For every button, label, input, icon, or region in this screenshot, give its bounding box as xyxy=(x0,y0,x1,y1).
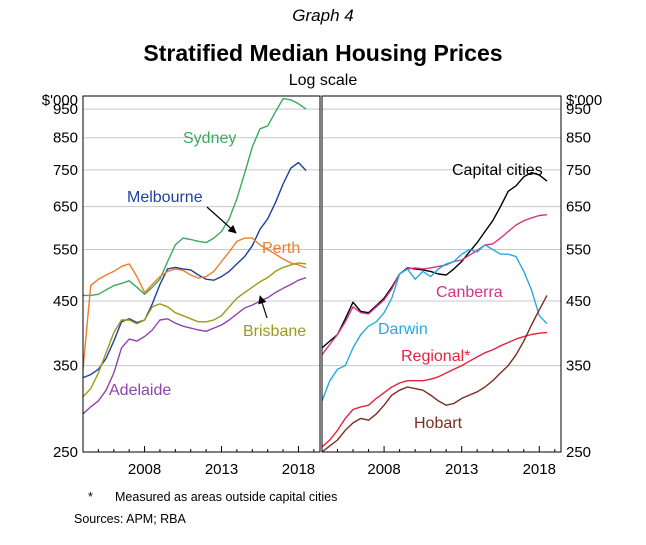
series-label-regional: Regional* xyxy=(401,348,470,365)
series-line-melbourne xyxy=(82,161,307,379)
y-tick-label-left-850: 850 xyxy=(53,130,78,147)
sources-note: Sources: APM; RBA xyxy=(74,512,186,526)
y-tick-label-left-950: 950 xyxy=(53,101,78,118)
y-tick-label-left-750: 750 xyxy=(53,162,78,179)
chart-panel-right: 2008 2013 2018 250 350 450 550 650 750 850 950$'00… xyxy=(321,92,602,478)
series-label-canberra: Canberra xyxy=(436,284,503,301)
y-tick-label-left-350: 350 xyxy=(53,358,78,375)
y-tick-label-left-650: 650 xyxy=(53,199,78,216)
series-line-capital-cities xyxy=(321,171,548,349)
chart-title: Stratified Median Housing Prices xyxy=(143,40,503,66)
y-tick-label-right-950: 950 xyxy=(566,101,591,118)
x-tick-label-right-2013: 2013 xyxy=(445,461,478,478)
y-tick-label-left-550: 550 xyxy=(53,242,78,259)
y-tick-label-right-350: 350 xyxy=(566,358,591,375)
chart-canvas: 2008 2013 2018250350450550650750850950$'00… xyxy=(42,92,602,478)
y-tick-label-left-450: 450 xyxy=(53,293,78,310)
x-tick-label-left-2013: 2013 xyxy=(205,461,238,478)
series-label-sydney: Sydney xyxy=(183,130,236,147)
series-line-adelaide xyxy=(82,276,307,415)
chart-panel-left: 2008 2013 2018 250 350 450 550 650 750 850 950$'00… xyxy=(42,92,321,478)
panel-frame-right xyxy=(321,95,562,453)
series-line-perth xyxy=(82,237,307,370)
series-line-regional xyxy=(321,331,548,448)
series-label-perth: Perth xyxy=(262,240,300,257)
y-tick-label-right-450: 450 xyxy=(566,293,591,310)
series-label-adelaide: Adelaide xyxy=(109,382,171,399)
series-line-canberra xyxy=(321,214,548,356)
chart-subtitle: Log scale xyxy=(288,72,358,89)
y-unit-label-left: $'000 xyxy=(42,92,78,109)
footnote-text: Measured as areas outside capital cities xyxy=(115,490,338,504)
y-tick-label-left-250: 250 xyxy=(53,444,78,461)
y-tick-label-right-550: 550 xyxy=(566,242,591,259)
series-label-darwin: Darwin xyxy=(378,321,428,338)
y-tick-label-right-750: 750 xyxy=(566,162,591,179)
x-tick-label-left-2008: 2008 xyxy=(128,461,161,478)
graph-number-label: Graph 4 xyxy=(292,6,354,25)
series-label-capital-cities: Capital cities xyxy=(452,162,543,179)
y-tick-label-right-250: 250 xyxy=(566,444,591,461)
series-line-brisbane xyxy=(82,262,307,398)
x-tick-label-right-2018: 2018 xyxy=(523,461,556,478)
series-label-brisbane: Brisbane xyxy=(243,323,306,340)
x-tick-label-left-2018: 2018 xyxy=(282,461,315,478)
y-tick-label-right-850: 850 xyxy=(566,130,591,147)
y-tick-label-right-650: 650 xyxy=(566,199,591,216)
melbourne-pointer-arrow xyxy=(206,206,237,234)
brisbane-pointer-arrow xyxy=(258,295,268,319)
panel-frame-left xyxy=(82,95,321,453)
series-line-darwin xyxy=(321,244,548,402)
series-label-melbourne: Melbourne xyxy=(127,189,203,206)
series-line-hobart xyxy=(321,295,548,453)
x-tick-label-right-2008: 2008 xyxy=(367,461,400,478)
y-unit-label-right: $'000 xyxy=(566,92,602,109)
footnote-mark: * xyxy=(88,490,93,504)
series-line-sydney xyxy=(83,97,307,297)
series-label-hobart: Hobart xyxy=(414,415,463,432)
